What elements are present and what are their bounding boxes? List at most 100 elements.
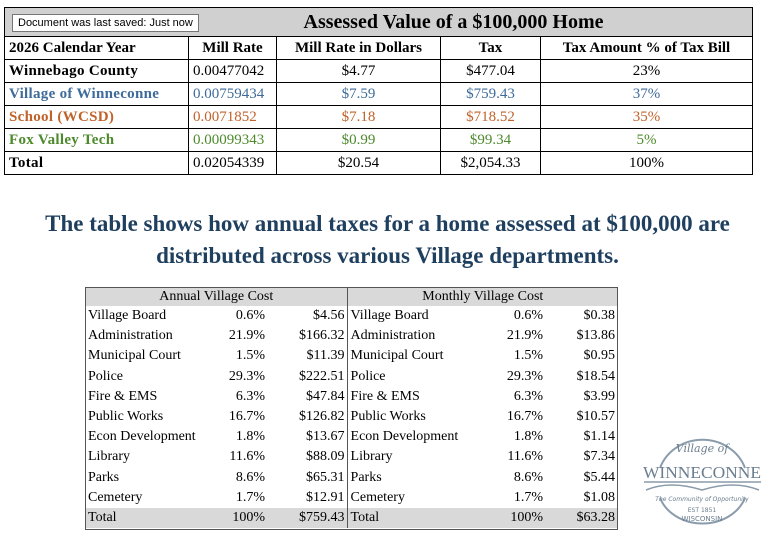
logo-est: EST 1851 [688, 507, 717, 514]
annual-total-amount: $759.43 [267, 507, 348, 529]
tax-percent: 23% [539, 59, 754, 83]
monthly-amount: $10.57 [576, 409, 616, 425]
annual-pct: 16.7% [228, 409, 265, 425]
tax-amount: $718.52 [440, 105, 541, 129]
monthly-dept: Fire & EMS [350, 388, 420, 404]
annual-pct: 0.6% [235, 308, 265, 324]
entity-name: Village of Winneconne [4, 82, 189, 106]
monthly-dept: Cemetery [350, 489, 405, 505]
entity-name: School (WCSD) [4, 105, 189, 129]
row-winnebago-county: Winnebago County 0.00477042 $4.77 $477.0… [4, 59, 754, 83]
annual-dept: Village Board [88, 308, 167, 324]
entity-name: Total [4, 151, 189, 175]
monthly-pct: 6.3% [513, 388, 544, 404]
annual-dept: Econ Development [88, 429, 196, 445]
cost-row: Econ Development 1.8% $13.67 Econ Developme… [85, 427, 617, 448]
monthly-amount: $3.99 [583, 388, 616, 404]
annual-dept: Administration [88, 328, 173, 344]
logo-tagline: The Community of Opportunity [655, 496, 749, 503]
annual-amount: $222.51 [267, 366, 348, 387]
assessed-value-table: Assessed Value of a $100,000 Home 2026 C… [3, 7, 754, 175]
annual-pct: 6.3% [235, 388, 265, 404]
monthly-cost-title: Monthly Village Cost [347, 287, 618, 306]
caption-line-1: The table shows how annual taxes for a h… [45, 211, 730, 236]
header-tax: Tax [440, 36, 541, 60]
logo-top-text: Village of [676, 442, 731, 455]
annual-cost-title: Annual Village Cost [85, 287, 348, 306]
monthly-pct: 21.9% [506, 328, 544, 344]
logo-arc-bottom [659, 497, 746, 525]
mill-rate: 0.0071852 [188, 105, 277, 129]
annual-total-label: Total [85, 507, 219, 529]
header-mill-rate-dollars: Mill Rate in Dollars [276, 36, 441, 60]
tax-amount: $2,054.33 [440, 151, 541, 175]
tax-percent: 5% [539, 128, 754, 152]
tax-amount: $759.43 [440, 82, 541, 106]
monthly-total-pct: 100% [481, 507, 546, 529]
village-cost-table: Annual Village Cost Monthly Village Cost… [85, 287, 618, 529]
annual-pct: 1.8% [235, 429, 265, 445]
monthly-total-label: Total [347, 507, 482, 529]
monthly-dept: Library [350, 449, 393, 465]
monthly-amount: $13.86 [576, 328, 616, 344]
annual-amount: $13.67 [267, 427, 348, 448]
annual-amount: $88.09 [267, 447, 348, 468]
annual-dept: Public Works [88, 409, 164, 425]
row-fox-valley-tech: Fox Valley Tech 0.00099343 $0.99 $99.34 … [4, 128, 754, 152]
cost-total-row: Total 100% $759.43 Total 100% $63.28 [85, 507, 618, 529]
caption: The table shows how annual taxes for a h… [0, 208, 775, 272]
annual-dept: Library [88, 449, 130, 465]
cost-row: Village Board 0.6% $4.56 Village Board 0.6% $… [85, 306, 617, 327]
monthly-pct: 0.6% [513, 308, 544, 324]
annual-amount: $12.91 [267, 487, 348, 508]
annual-pct: 21.9% [228, 328, 265, 344]
annual-dept: Fire & EMS [88, 388, 158, 404]
logo-bridge-arch [645, 484, 760, 491]
annual-pct: 8.6% [235, 469, 265, 485]
caption-line-2: distributed across various Village depar… [156, 243, 619, 268]
header-tax-percent: Tax Amount % of Tax Bill [539, 36, 754, 60]
monthly-amount: $1.08 [583, 489, 616, 505]
cost-row: Administration 21.9% $166.32 Administration… [85, 326, 617, 347]
mill-dollars: $7.18 [276, 105, 441, 129]
annual-dept: Municipal Court [88, 348, 181, 364]
monthly-dept: Municipal Court [350, 348, 444, 364]
header-calendar-year: 2026 Calendar Year [4, 36, 189, 60]
annual-amount: $126.82 [267, 406, 348, 428]
mill-dollars: $0.99 [276, 128, 441, 152]
tax-percent: 100% [539, 151, 754, 175]
monthly-pct: 11.6% [507, 449, 544, 465]
annual-amount: $166.32 [267, 326, 348, 347]
monthly-dept: Econ Development [350, 429, 459, 445]
tax-percent: 35% [539, 105, 754, 129]
annual-pct: 29.3% [228, 368, 265, 384]
mill-rate: 0.00477042 [188, 59, 277, 83]
entity-name: Fox Valley Tech [4, 128, 189, 152]
cost-row: Police 29.3% $222.51 Police 29.3% $18.54 [85, 366, 617, 387]
cost-row: Fire & EMS 6.3% $47.84 Fire & EMS 6.3% $3.99 [85, 386, 617, 407]
monthly-pct: 1.7% [513, 489, 544, 505]
cost-row: Cemetery 1.7% $12.91 Cemetery 1.7% $1.08 [85, 487, 617, 508]
assessed-table-title-text: Assessed Value of a $100,000 Home [303, 10, 604, 33]
monthly-dept: Administration [350, 328, 436, 344]
monthly-pct: 1.8% [513, 429, 544, 445]
monthly-amount: $7.34 [583, 449, 616, 465]
annual-pct: 1.7% [235, 489, 265, 505]
monthly-pct: 8.6% [513, 469, 544, 485]
mill-rate: 0.00099343 [188, 128, 277, 152]
monthly-dept: Police [350, 368, 386, 384]
entity-name: Winnebago County [4, 59, 189, 83]
monthly-pct: 1.5% [513, 348, 544, 364]
annual-amount: $65.31 [267, 467, 348, 488]
monthly-amount: $0.95 [583, 348, 616, 364]
tax-amount: $99.34 [440, 128, 541, 152]
tax-amount: $477.04 [440, 59, 541, 83]
annual-amount: $4.56 [267, 306, 348, 327]
monthly-dept: Parks [350, 469, 382, 485]
monthly-pct: 29.3% [506, 368, 544, 384]
mill-dollars: $7.59 [276, 82, 441, 106]
cost-row: Library 11.6% $88.09 Library 11.6% $7.34 [85, 447, 617, 468]
row-total: Total 0.02054339 $20.54 $2,054.33 100% [4, 151, 754, 175]
logo-name-text: WINNECONNE [643, 463, 761, 482]
monthly-dept: Village Board [350, 308, 429, 324]
